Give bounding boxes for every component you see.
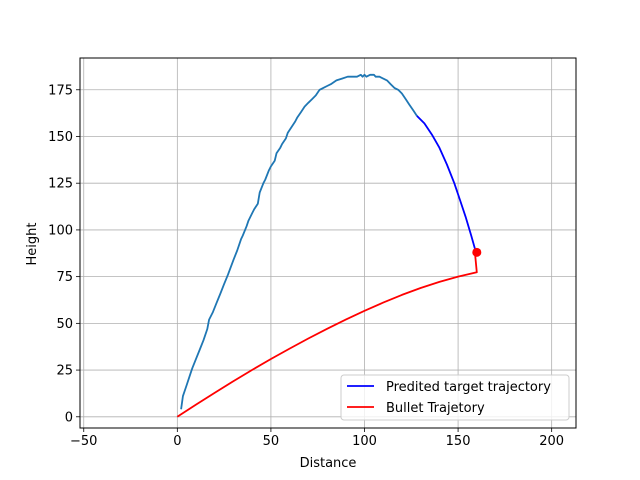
- plot-area: [176, 73, 482, 418]
- ticks: −50 0 50 100 150 200 0 25 50 75 100 125 150 175: [48, 83, 564, 449]
- y-tick-label: 150: [48, 130, 73, 145]
- grid: [80, 58, 576, 428]
- x-tick-label: 0: [173, 434, 181, 449]
- legend: Predited target trajectory Bullet Trajet…: [340, 374, 570, 421]
- legend-label-bullet: Bullet Trajetory: [386, 401, 485, 416]
- intercept-marker: [472, 247, 482, 257]
- x-tick-label: −50: [70, 434, 97, 449]
- axes-frame: [79, 57, 577, 429]
- y-tick-label: 125: [48, 177, 73, 192]
- y-tick-label: 50: [56, 317, 73, 332]
- x-tick-label: 100: [352, 434, 377, 449]
- legend-label-predicted: Predited target trajectory: [386, 380, 551, 395]
- y-tick-label: 100: [48, 223, 73, 238]
- y-tick-label: 175: [48, 83, 73, 98]
- series-line-bullet: [176, 252, 478, 418]
- x-tick-label: 150: [446, 434, 471, 449]
- y-tick-label: 25: [56, 364, 73, 379]
- y-axis-label: Height: [25, 223, 40, 266]
- x-axis-label: Distance: [300, 456, 357, 471]
- y-tick-label: 75: [56, 270, 73, 285]
- legend-box: [340, 374, 570, 421]
- x-tick-label: 200: [539, 434, 564, 449]
- series-line-observed: [180, 73, 418, 410]
- series-line-predicted: [416, 115, 476, 249]
- y-tick-label: 0: [65, 410, 73, 425]
- x-tick-label: 50: [263, 434, 280, 449]
